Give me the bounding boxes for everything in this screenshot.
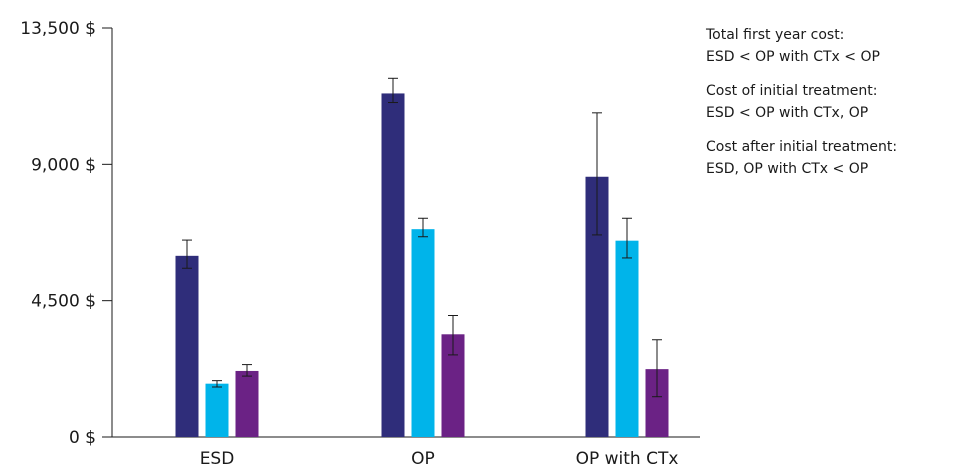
y-axis-ticks: 0 $ 4,500 $ 9,000 $ 13,500 $ <box>20 19 112 448</box>
bar-op-with-ctx-series-3 <box>645 369 669 437</box>
bar-esd-series-1 <box>175 255 199 437</box>
annotation-heading: Total first year cost: <box>706 27 845 43</box>
annotation-heading: Cost of initial treatment: <box>706 83 878 99</box>
annotation-total-cost: Total first year cost: ESD < OP with CTx… <box>706 24 962 68</box>
annotation-heading: Cost after initial treatment: <box>706 139 898 155</box>
bar-chart: 0 $ 4,500 $ 9,000 $ 13,500 $ ESD OP OP with C… <box>20 19 700 469</box>
annotation-comparison: ESD < OP with CTx < OP <box>706 49 880 65</box>
bar-esd-series-3 <box>235 370 259 437</box>
bar-series <box>175 93 669 437</box>
error-bar <box>182 239 192 269</box>
x-tick-label: OP <box>411 449 435 469</box>
x-tick-label: ESD <box>200 449 235 469</box>
x-tick-label: OP with CTx <box>576 449 679 469</box>
y-tick-label: 4,500 $ <box>31 292 96 312</box>
error-bar <box>388 77 398 104</box>
annotation-panel: Total first year cost: ESD < OP with CTx… <box>706 24 962 192</box>
annotation-after-cost: Cost after initial treatment: ESD, OP wi… <box>706 136 962 180</box>
bar-op-series-3 <box>441 334 465 437</box>
bar-esd-series-2 <box>205 383 229 437</box>
y-tick-label: 9,000 $ <box>31 155 96 175</box>
bar-op-with-ctx-series-1 <box>585 176 609 437</box>
x-axis-tick-labels: ESD OP OP with CTx <box>200 449 679 469</box>
annotation-comparison: ESD < OP with CTx, OP <box>706 105 869 121</box>
bar-op-with-ctx-series-2 <box>615 240 639 437</box>
annotation-comparison: ESD, OP with CTx < OP <box>706 161 869 177</box>
error-bar <box>418 217 428 238</box>
error-bar <box>242 364 252 377</box>
error-bar <box>592 112 602 236</box>
error-bar <box>212 380 222 388</box>
error-bar <box>622 217 632 259</box>
error-bars <box>182 77 662 398</box>
error-bar <box>448 315 458 356</box>
bar-op-series-2 <box>411 229 435 437</box>
y-tick-label: 13,500 $ <box>20 19 96 39</box>
error-bar <box>652 339 662 398</box>
bar-op-series-1 <box>381 93 405 437</box>
y-tick-label: 0 $ <box>69 428 96 448</box>
annotation-initial-cost: Cost of initial treatment: ESD < OP with… <box>706 80 962 124</box>
